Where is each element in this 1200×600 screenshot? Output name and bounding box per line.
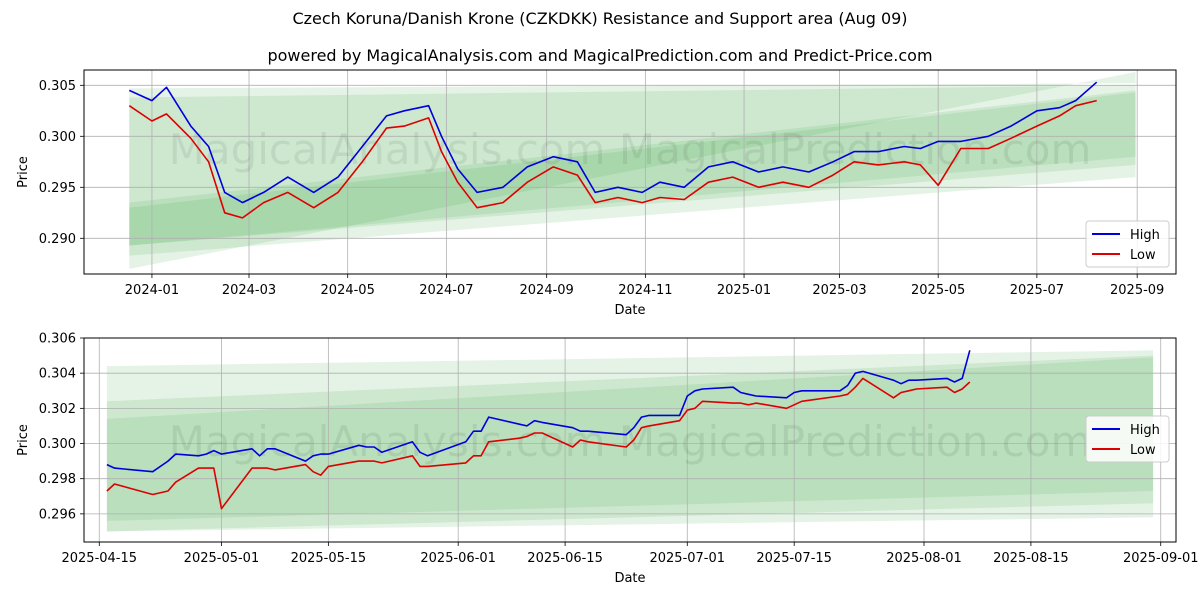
x-tick-label: 2025-07-01	[649, 551, 725, 566]
y-tick-label: 0.300	[39, 437, 76, 452]
legend: High Low	[1085, 415, 1170, 463]
y-tick-label: 0.305	[39, 79, 76, 94]
legend: High Low	[1085, 220, 1170, 268]
x-tick-label: 2024-11	[618, 283, 672, 298]
band	[129, 92, 1136, 246]
chart-subtitle: powered by MagicalAnalysis.com and Magic…	[267, 46, 933, 65]
x-tick-label: 2025-09	[1110, 283, 1164, 298]
y-tick-label: 0.296	[39, 507, 76, 522]
x-tick-label: 2024-01	[125, 283, 179, 298]
x-tick-label: 2024-03	[222, 283, 276, 298]
band	[106, 357, 1154, 521]
x-tick-label: 2025-08-01	[886, 551, 962, 566]
band	[106, 350, 1154, 532]
y-tick-label: 0.298	[39, 472, 76, 487]
axes: 0.290 0.295 0.300 0.305 2024-01 2024-03 2024-0…	[39, 70, 1176, 298]
y-tick-label: 0.304	[39, 367, 76, 382]
legend-label-low: Low	[1130, 248, 1156, 263]
legend-box	[1085, 415, 1170, 463]
watermark: MagicalAnalysis.com MagicalPrediction.co…	[169, 417, 1092, 466]
legend-label-high: High	[1130, 228, 1160, 243]
x-tick-label: 2025-07	[1010, 283, 1064, 298]
x-tick-label: 2024-07	[419, 283, 473, 298]
x-tick-label: 2024-09	[520, 283, 574, 298]
band	[129, 85, 1136, 256]
x-axis-label: Date	[614, 571, 645, 586]
x-tick-label: 2024-05	[321, 283, 375, 298]
x-tick-label: 2025-06-01	[420, 551, 496, 566]
y-axis-label: Price	[16, 156, 31, 188]
x-tick-label: 2025-05-15	[291, 551, 367, 566]
x-axis-label: Date	[614, 303, 645, 318]
y-tick-label: 0.295	[39, 181, 76, 196]
chart-title: Czech Koruna/Danish Krone (CZKDKK) Resis…	[292, 9, 908, 28]
x-tick-label: 2025-07-15	[756, 551, 832, 566]
series-line-high	[128, 81, 1098, 204]
series-line-low	[106, 377, 971, 510]
x-tick-label: 2025-06-15	[527, 551, 603, 566]
x-tick-label: 2025-08-15	[993, 551, 1069, 566]
x-tick-label: 2025-03	[812, 283, 866, 298]
legend-label-high: High	[1130, 423, 1160, 438]
legend-label-low: Low	[1130, 443, 1156, 458]
series-line-high	[106, 350, 971, 473]
plot-frame	[83, 69, 1177, 275]
y-tick-label: 0.306	[39, 332, 76, 347]
x-tick-label: 2025-05	[911, 283, 965, 298]
support-resistance-bands	[129, 72, 1136, 269]
series-line-low	[128, 99, 1097, 219]
y-tick-label: 0.290	[39, 232, 76, 247]
y-tick-label: 0.302	[39, 402, 76, 417]
plot-frame	[83, 337, 1177, 543]
y-axis-label: Price	[16, 424, 31, 456]
x-tick-label: 2025-09-01	[1123, 551, 1199, 566]
y-tick-label: 0.300	[39, 130, 76, 145]
legend-box	[1085, 220, 1170, 268]
x-tick-label: 2025-05-01	[184, 551, 260, 566]
band	[129, 90, 1136, 246]
watermark: MagicalAnalysis.com MagicalPrediction.co…	[169, 125, 1092, 174]
band	[129, 72, 1136, 269]
x-tick-label: 2025-04-15	[61, 551, 137, 566]
x-tick-label: 2025-01	[717, 283, 771, 298]
